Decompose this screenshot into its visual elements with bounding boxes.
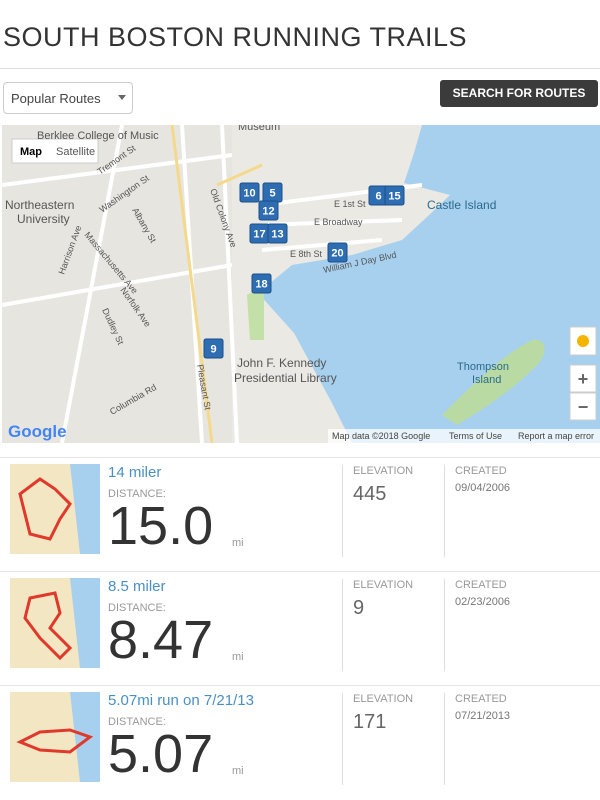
marker-label: 17 (253, 229, 265, 241)
search-button[interactable]: SEARCH FOR ROUTES (440, 80, 598, 107)
divider (444, 693, 445, 785)
map-marker[interactable] (239, 182, 260, 203)
zoom-label: + (578, 369, 589, 389)
route-name[interactable]: 8.5 miler (108, 578, 166, 595)
distance-unit: mi (232, 537, 244, 549)
created-label: CREATED (455, 693, 507, 705)
map-terms[interactable]: Terms of Use (449, 431, 502, 441)
divider (444, 579, 445, 671)
elevation-label: ELEVATION (353, 465, 414, 477)
route-name[interactable]: 5.07mi run on 7/21/13 (108, 692, 254, 709)
attribution-bar (328, 429, 600, 443)
marker-label: 6 (375, 191, 381, 203)
map-tab[interactable]: Map (20, 146, 42, 158)
marker-label: 12 (262, 206, 274, 218)
map-logo: Google (8, 422, 67, 441)
created-label: CREATED (455, 465, 507, 477)
marker-label: 13 (271, 229, 283, 241)
divider (342, 693, 343, 785)
route-thumbnail[interactable] (10, 578, 100, 668)
distance-value: 8.47 (108, 610, 214, 670)
distance-label: DISTANCE: (108, 602, 166, 614)
elevation-value: 171 (353, 711, 387, 733)
divider (444, 465, 445, 557)
map-marker[interactable] (267, 223, 288, 244)
divider (342, 579, 343, 671)
created-value: 07/21/2013 (455, 710, 511, 722)
divider (342, 465, 343, 557)
map-label: Northeastern (5, 198, 74, 212)
pegman[interactable] (569, 326, 597, 356)
distance-label: DISTANCE: (108, 716, 166, 728)
map-label: Castle Island (427, 198, 496, 212)
marker-label: 20 (331, 248, 343, 260)
map-marker[interactable] (203, 338, 224, 359)
route-dropdown[interactable]: Popular Routes (3, 82, 133, 114)
distance-value: 5.07 (108, 724, 214, 784)
pegman-icon (577, 335, 589, 347)
page-title: SOUTH BOSTON RUNNING TRAILS (3, 22, 468, 52)
map-label: E 8th St (290, 249, 323, 259)
route-thumbnail[interactable] (10, 464, 100, 554)
elevation-label: ELEVATION (353, 579, 414, 591)
map[interactable]: Map Satellite Berklee College of Music Muse… (2, 125, 600, 443)
map-tab[interactable]: Satellite (56, 146, 95, 158)
map-label: Berklee College of Music (37, 130, 159, 142)
map-label: Presidential Library (234, 371, 337, 385)
map-report[interactable]: Report a map error (518, 431, 594, 441)
marker-label: 10 (243, 188, 255, 200)
elevation-value: 445 (353, 483, 387, 505)
map-label: Island (472, 374, 501, 386)
marker-label: 15 (388, 191, 400, 203)
map-marker[interactable] (251, 273, 272, 294)
map-marker[interactable] (258, 200, 279, 221)
created-value: 02/23/2006 (455, 596, 511, 608)
route-row (0, 571, 600, 686)
dropdown-arrow (118, 95, 126, 100)
distance-unit: mi (232, 765, 244, 777)
map-attribution: Map data ©2018 Google (332, 431, 430, 441)
zoom-label: − (578, 397, 589, 417)
elevation-label: ELEVATION (353, 693, 414, 705)
route-row (0, 457, 600, 572)
map-label: E 1st St (334, 199, 366, 209)
zoom-button[interactable] (569, 392, 597, 421)
route-row (0, 685, 600, 800)
marker-label: 5 (269, 188, 275, 200)
divider (0, 68, 600, 69)
map-label: Thompson (457, 361, 509, 373)
map-label: E Broadway (314, 217, 363, 227)
map-label: University (17, 212, 70, 226)
distance-label: DISTANCE: (108, 488, 166, 500)
map-marker[interactable] (384, 185, 405, 206)
map-label: Museum (238, 125, 280, 133)
marker-label: 9 (210, 344, 216, 356)
created-label: CREATED (455, 579, 507, 591)
elevation-value: 9 (353, 597, 365, 619)
zoom-button[interactable] (569, 364, 597, 393)
distance-unit: mi (232, 651, 244, 663)
map-marker[interactable] (327, 242, 348, 263)
marker-label: 18 (255, 279, 267, 291)
route-name[interactable]: 14 miler (108, 464, 162, 481)
route-thumbnail[interactable] (10, 692, 100, 782)
created-value: 09/04/2006 (455, 482, 511, 494)
map-label: John F. Kennedy (237, 356, 326, 370)
distance-value: 15.0 (108, 496, 214, 556)
